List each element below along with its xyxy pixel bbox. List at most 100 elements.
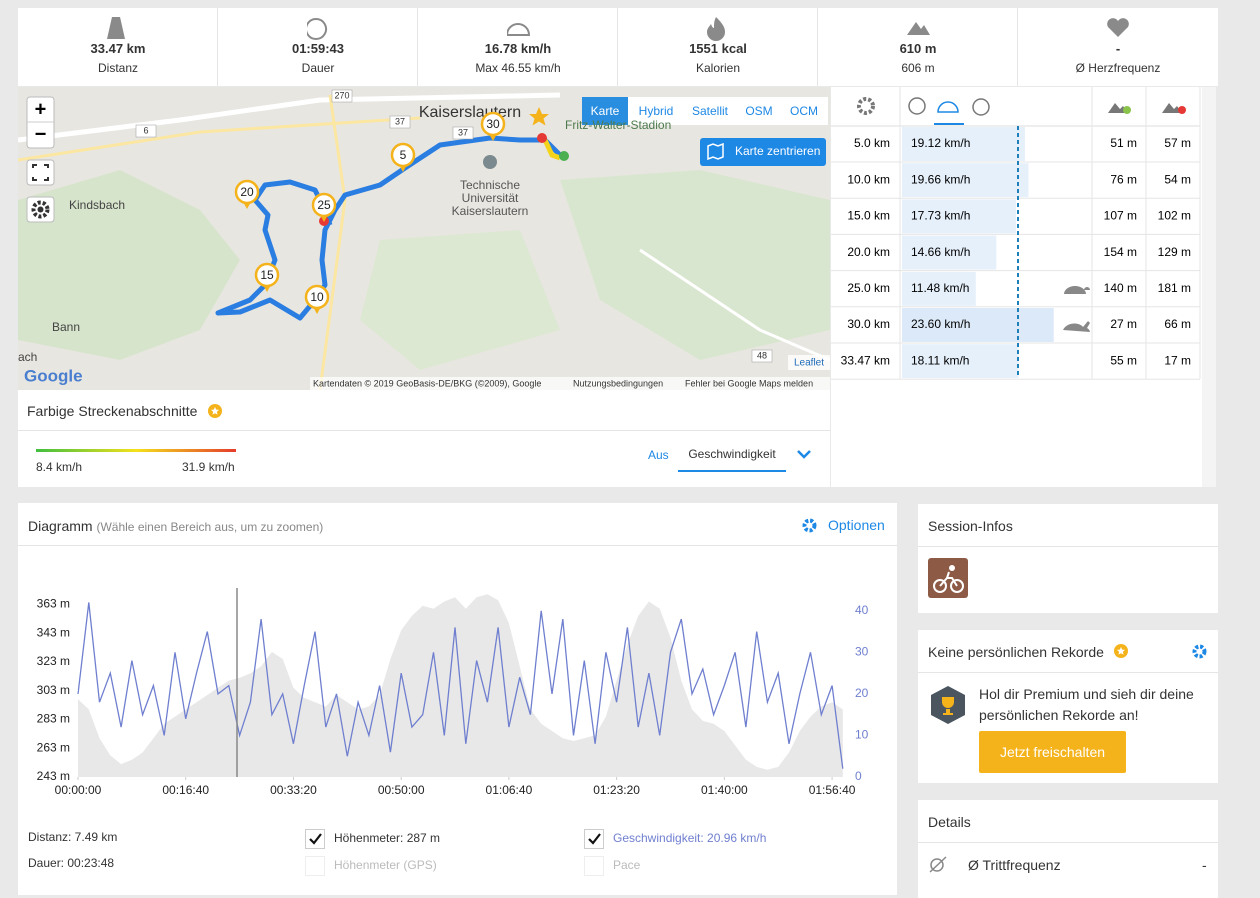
speed-bar	[902, 163, 1029, 198]
details-title: Details	[928, 814, 971, 830]
check	[309, 833, 322, 845]
layer-option[interactable]: OSM	[745, 104, 772, 118]
rabbit-icon	[1063, 321, 1090, 332]
pace-tab[interactable]	[908, 97, 926, 115]
place-label: Bann	[52, 320, 80, 334]
poi-label: Technische	[460, 178, 520, 192]
records-title: Keine persönlichen Rekorde	[928, 644, 1104, 660]
poi-label: Universität	[462, 191, 519, 205]
dropdown-icon[interactable]	[796, 448, 812, 460]
y2-tick-label: 20	[855, 686, 869, 700]
session-panel: Session-Infos	[918, 504, 1218, 613]
layer-option[interactable]: OCM	[790, 104, 818, 118]
split-distance: 15.0 km	[847, 209, 890, 223]
fullscreen-button[interactable]	[26, 159, 55, 186]
speed-label: Geschwindigkeit: 20.96 km/h	[613, 831, 767, 845]
settings-icon[interactable]	[857, 97, 875, 115]
segments-mode[interactable]: Geschwindigkeit	[678, 440, 786, 472]
x-tick-label: 01:06:40	[486, 783, 533, 797]
y-tick-label: 263 m	[37, 740, 70, 754]
km-marker	[480, 111, 506, 137]
check	[588, 833, 601, 845]
zoom-out[interactable]: −	[35, 123, 47, 145]
y-tick-label: 283 m	[37, 712, 70, 726]
detail-value: -	[1202, 857, 1207, 873]
chart-summary: Distanz: 7.49 km Dauer: 00:23:48 Höhenmete…	[18, 816, 897, 895]
star	[529, 107, 549, 126]
road	[639, 248, 830, 362]
split-speed: 14.66 km/h	[911, 245, 970, 259]
checkbox[interactable]	[584, 829, 604, 849]
stat-label: Dauer	[301, 61, 335, 75]
split-descent: 129 m	[1158, 245, 1191, 259]
split-speed: 17.73 km/h	[911, 209, 970, 223]
y-tick-label: 303 m	[37, 683, 70, 697]
layer-option[interactable]: Satellit	[692, 104, 729, 118]
split-distance: 20.0 km	[847, 245, 890, 259]
diagram-title-text: Diagramm	[28, 518, 93, 534]
split-ascent: 154 m	[1104, 245, 1137, 259]
km-marker	[390, 142, 416, 168]
segments-title: Farbige Streckenabschnitte	[27, 403, 198, 419]
leaflet-bg	[788, 355, 830, 370]
checkbox[interactable]	[305, 856, 325, 876]
speed-bar	[902, 308, 1054, 342]
layer-active	[582, 97, 628, 125]
stat-label: Max 46.55 km/h	[475, 61, 561, 75]
split-distance: 33.47 km	[841, 353, 890, 367]
options-icon[interactable]	[802, 518, 817, 533]
split-descent: 54 m	[1164, 172, 1191, 186]
splits-panel: 5.0 km 19.12 km/h 51 m 57 m 10.0 km 19.66 km/…	[831, 87, 1216, 487]
ascent-badge	[1123, 106, 1131, 114]
stat-icon	[507, 23, 531, 36]
speed-bar	[902, 127, 1025, 161]
icon-shape	[907, 22, 930, 35]
icon-shape	[707, 17, 725, 41]
unlock-button[interactable]: Jetzt freischalten	[979, 731, 1126, 773]
records-panel: Keine persönlichen Rekorde Hol dir Premi…	[918, 630, 1218, 783]
center-label: Karte zentrieren	[735, 144, 820, 158]
zoom-in[interactable]: +	[35, 98, 47, 120]
split-distance: 5.0 km	[854, 136, 890, 150]
stat-value: 33.47 km	[90, 41, 146, 56]
split-distance: 25.0 km	[847, 281, 890, 295]
km-marker-label: 10	[310, 290, 324, 304]
km-marker-label: 20	[240, 185, 254, 199]
poi-label: Kaiserslautern	[452, 204, 529, 218]
diagram-title: Diagramm (Wähle einen Bereich aus, um zu…	[28, 518, 323, 534]
stat-icon	[1107, 18, 1129, 37]
trophy-icon	[931, 686, 965, 724]
layer-option[interactable]: Karte	[591, 104, 620, 118]
time-tab[interactable]	[972, 98, 990, 116]
leaflet-link[interactable]: Leaflet	[794, 358, 824, 369]
y-tick-label: 363 m	[37, 597, 70, 611]
scrollbar[interactable]	[1202, 87, 1216, 487]
gear-icon	[31, 200, 50, 219]
chart[interactable]: 243 m 263 m 283 m 303 m 323 m 343 m 363 m 0 10 20…	[18, 546, 897, 816]
icon-shape	[507, 23, 531, 36]
road-number: 6	[143, 125, 148, 135]
layer-option[interactable]: Hybrid	[639, 104, 674, 118]
speed-bar	[902, 271, 976, 306]
forest	[560, 170, 830, 360]
map-report[interactable]: Fehler bei Google Maps melden	[685, 378, 813, 388]
route-colored	[542, 138, 561, 161]
map[interactable]: + − Karte Hybrid Satellit OSM OCM Karte zentrie…	[18, 87, 830, 390]
checkbox[interactable]	[305, 829, 325, 849]
y2-tick-label: 0	[855, 769, 862, 783]
center-button[interactable]	[700, 138, 826, 166]
road-number: 37	[395, 116, 405, 126]
sport-icon	[928, 558, 968, 598]
km-marker	[304, 284, 330, 310]
start-point	[559, 151, 569, 161]
options-link[interactable]: Optionen	[828, 517, 885, 533]
records-settings[interactable]	[1192, 644, 1207, 659]
divider	[18, 545, 897, 546]
segments-off[interactable]: Aus	[648, 448, 669, 462]
checkbox[interactable]	[584, 856, 604, 876]
map-terms[interactable]: Nutzungsbedingungen	[573, 378, 663, 388]
road-shield	[135, 124, 157, 138]
speed-tab[interactable]	[937, 101, 959, 113]
road-shield	[331, 89, 353, 103]
